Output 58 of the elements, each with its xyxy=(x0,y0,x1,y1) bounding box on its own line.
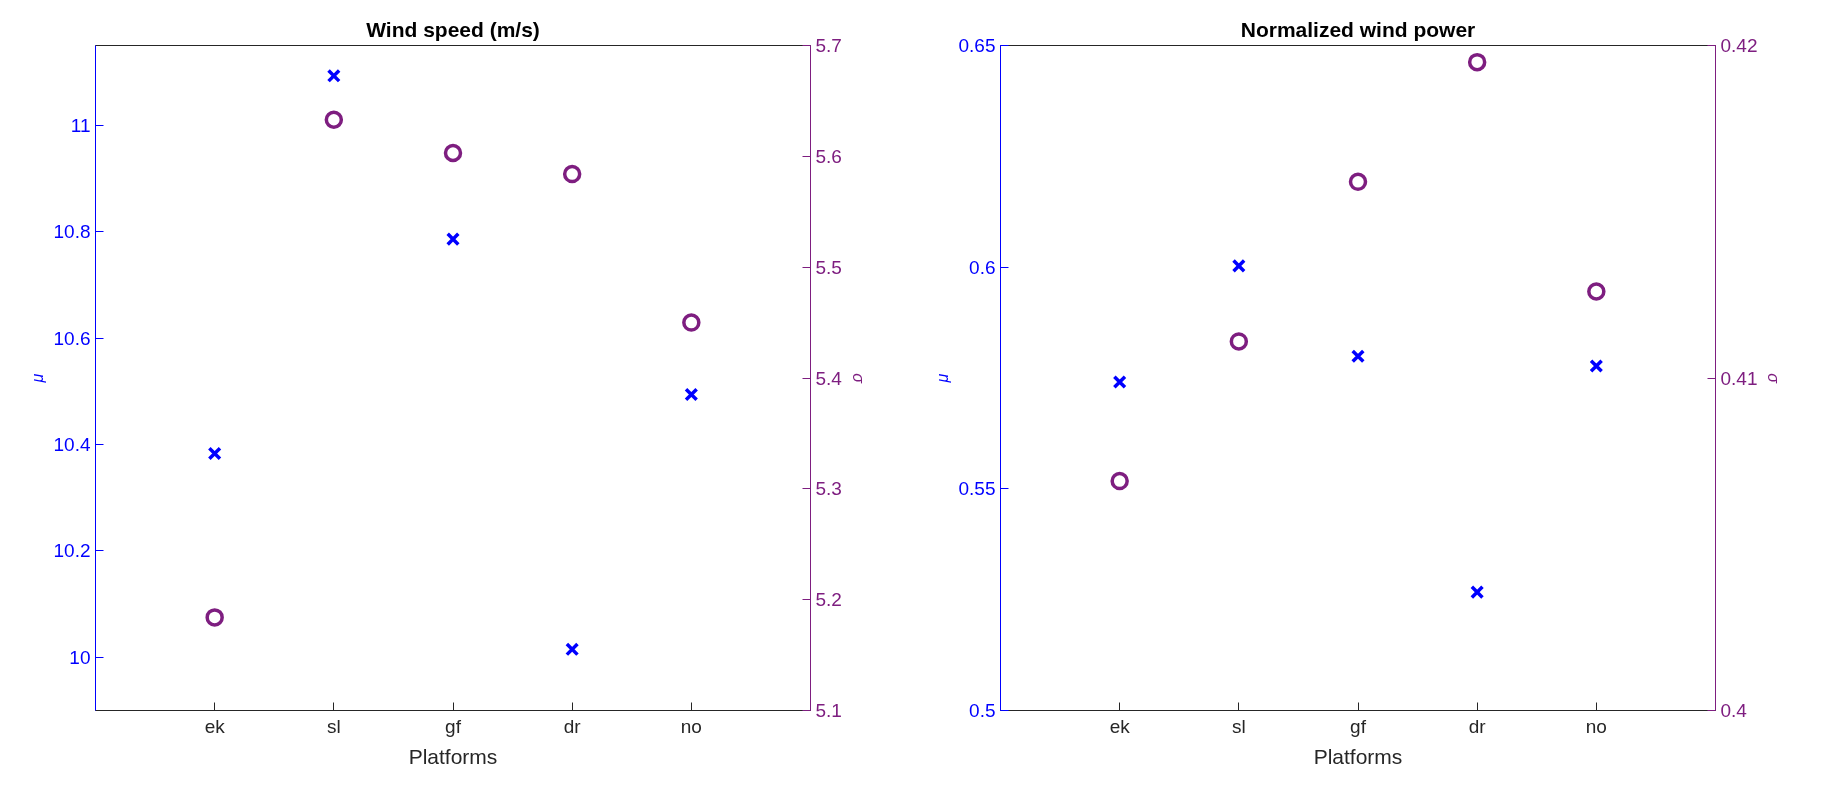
x-tick-label: dr xyxy=(1468,715,1487,737)
y2-tick-label: 5.2 xyxy=(815,589,842,611)
point xyxy=(207,446,222,461)
x-tick-label: gf xyxy=(445,715,462,737)
y2-axis-title: σ xyxy=(849,373,867,385)
point xyxy=(326,68,341,83)
point xyxy=(445,232,461,247)
point xyxy=(1231,258,1246,273)
point xyxy=(1467,52,1487,72)
y-tick-label: 0.55 xyxy=(958,478,996,500)
point xyxy=(562,164,582,184)
y-tick-label: 0.5 xyxy=(969,700,996,721)
point xyxy=(1350,349,1366,364)
y-tick-label: 10.4 xyxy=(53,434,91,455)
y-tick-label: 10 xyxy=(69,646,91,668)
x-tick-label: no xyxy=(680,715,702,737)
point xyxy=(1348,172,1368,192)
y2-tick-label: 5.3 xyxy=(815,478,842,500)
x-axis-title: Platforms xyxy=(408,744,498,768)
x-axis-title: Platforms xyxy=(1313,744,1403,768)
x-tick-label: sl xyxy=(326,715,341,737)
y-tick-label: 0.6 xyxy=(969,256,996,278)
point xyxy=(1112,374,1127,390)
point xyxy=(1470,585,1485,600)
y2-tick-label: 5.4 xyxy=(815,367,843,389)
point xyxy=(682,313,701,332)
y2-tick-label: 0.41 xyxy=(1720,367,1758,389)
y-tick-label: 0.65 xyxy=(958,35,996,56)
y2-tick-label: 5.1 xyxy=(815,700,842,721)
point xyxy=(443,143,463,163)
y-tick-label: 10.2 xyxy=(53,540,91,562)
y2-tick-label: 0.42 xyxy=(1720,35,1758,56)
y-axis-title: μ xyxy=(28,373,46,384)
x-tick-label: gf xyxy=(1350,715,1367,737)
y-tick-label: 11 xyxy=(70,114,91,136)
y-tick-label: 10.8 xyxy=(53,221,91,243)
point xyxy=(1587,282,1606,301)
y-axis-title: μ xyxy=(933,373,951,384)
point xyxy=(205,608,224,627)
point xyxy=(565,642,580,657)
y2-tick-label: 0.4 xyxy=(1720,700,1748,721)
point xyxy=(684,387,699,402)
x-tick-label: dr xyxy=(563,715,582,737)
point xyxy=(1229,332,1249,351)
point xyxy=(1110,471,1129,491)
chart-title: Wind speed (m/s) xyxy=(366,17,540,41)
point xyxy=(324,110,344,129)
y2-axis-title: σ xyxy=(1765,373,1783,385)
y-tick-label: 10.6 xyxy=(53,327,91,349)
x-tick-label: ek xyxy=(1109,715,1131,737)
x-tick-label: ek xyxy=(204,715,226,737)
chart-title: Normalized wind power xyxy=(1240,17,1476,41)
point xyxy=(1589,358,1604,374)
y2-tick-label: 5.6 xyxy=(815,145,842,167)
x-tick-label: sl xyxy=(1231,715,1246,737)
x-tick-label: no xyxy=(1585,715,1607,737)
y2-tick-label: 5.7 xyxy=(815,35,842,56)
y2-tick-label: 5.5 xyxy=(815,256,842,278)
